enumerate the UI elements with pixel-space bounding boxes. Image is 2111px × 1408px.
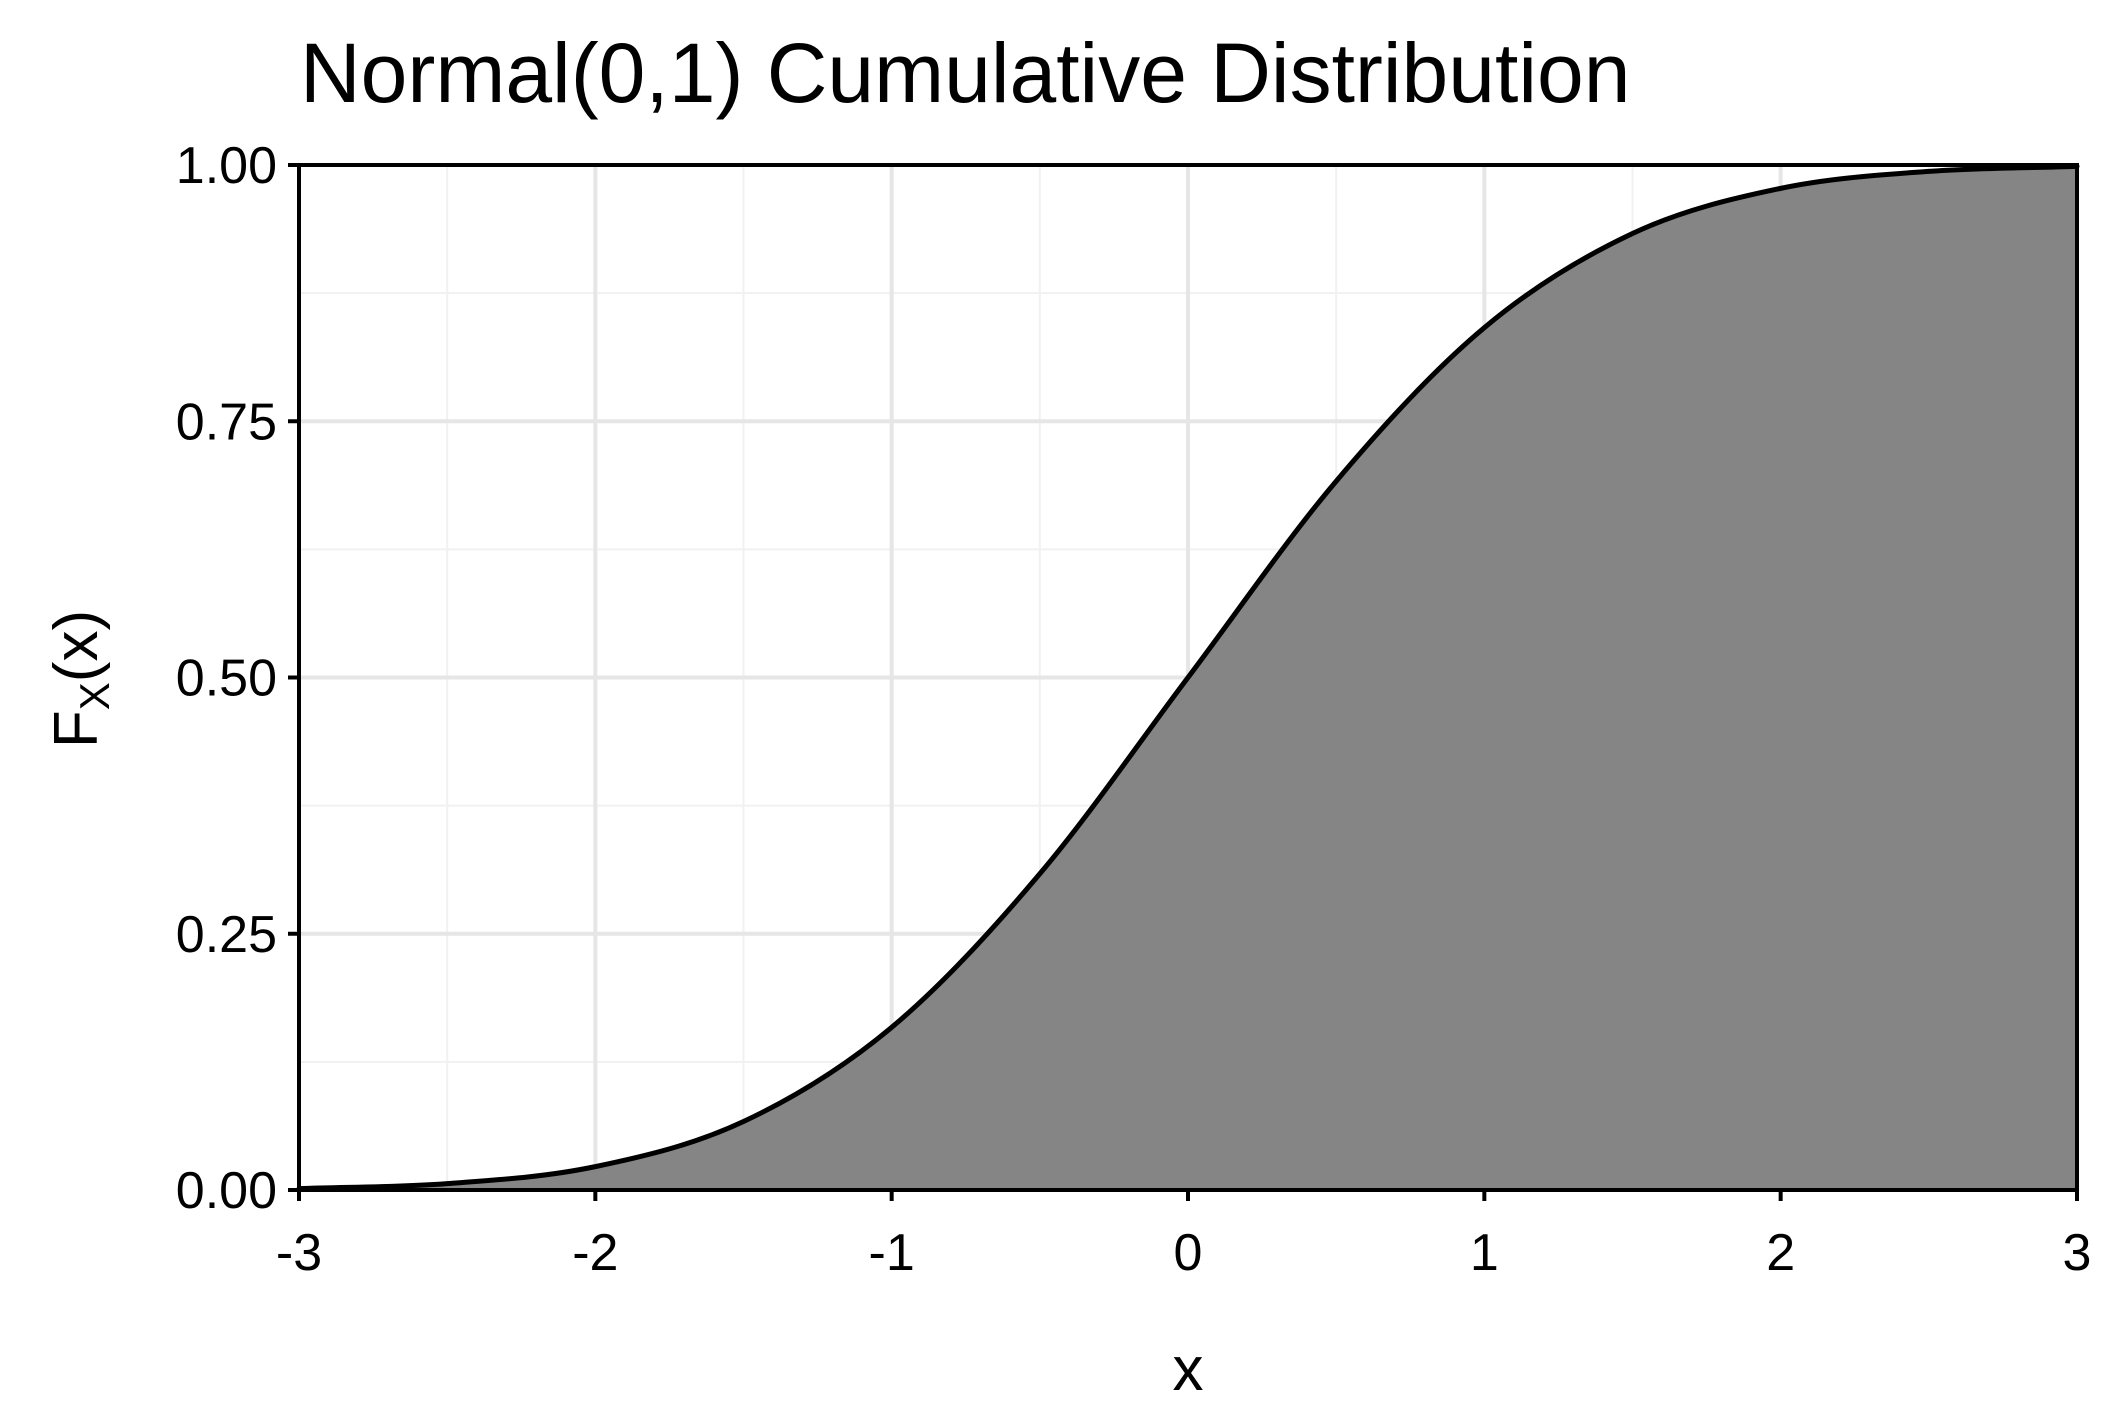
x-tick-label: -2 <box>572 1224 618 1282</box>
y-axis-title-subscript: X <box>71 682 118 710</box>
x-tick-label: -1 <box>869 1224 915 1282</box>
y-axis-title-suffix: (x) <box>42 610 111 682</box>
y-axis-tick-labels: 0.00 0.25 0.50 0.75 1.00 <box>176 137 277 1220</box>
y-axis-title-base: F <box>42 710 111 748</box>
x-tick-label: 1 <box>1470 1224 1499 1282</box>
x-tick-label: 3 <box>2063 1224 2092 1282</box>
chart-title: Normal(0,1) Cumulative Distribution <box>300 26 1630 120</box>
axis-ticks <box>288 163 2079 1201</box>
y-tick-label: 0.75 <box>176 393 277 451</box>
y-axis-title: FX(x) <box>42 610 118 748</box>
x-axis-title: x <box>1173 1335 1204 1404</box>
x-axis-tick-labels: -3 -2 -1 0 1 2 3 <box>276 1224 2092 1282</box>
y-tick-label: 0.00 <box>176 1162 277 1220</box>
cdf-curve <box>296 163 2080 1192</box>
x-tick-label: 2 <box>1766 1224 1795 1282</box>
y-tick-label: 0.25 <box>176 906 277 964</box>
y-tick-label: 1.00 <box>176 137 277 195</box>
x-tick-label: -3 <box>276 1224 322 1282</box>
x-tick-label: 0 <box>1174 1224 1203 1282</box>
cdf-area-layer <box>296 163 2080 1192</box>
y-tick-label: 0.50 <box>176 650 277 708</box>
